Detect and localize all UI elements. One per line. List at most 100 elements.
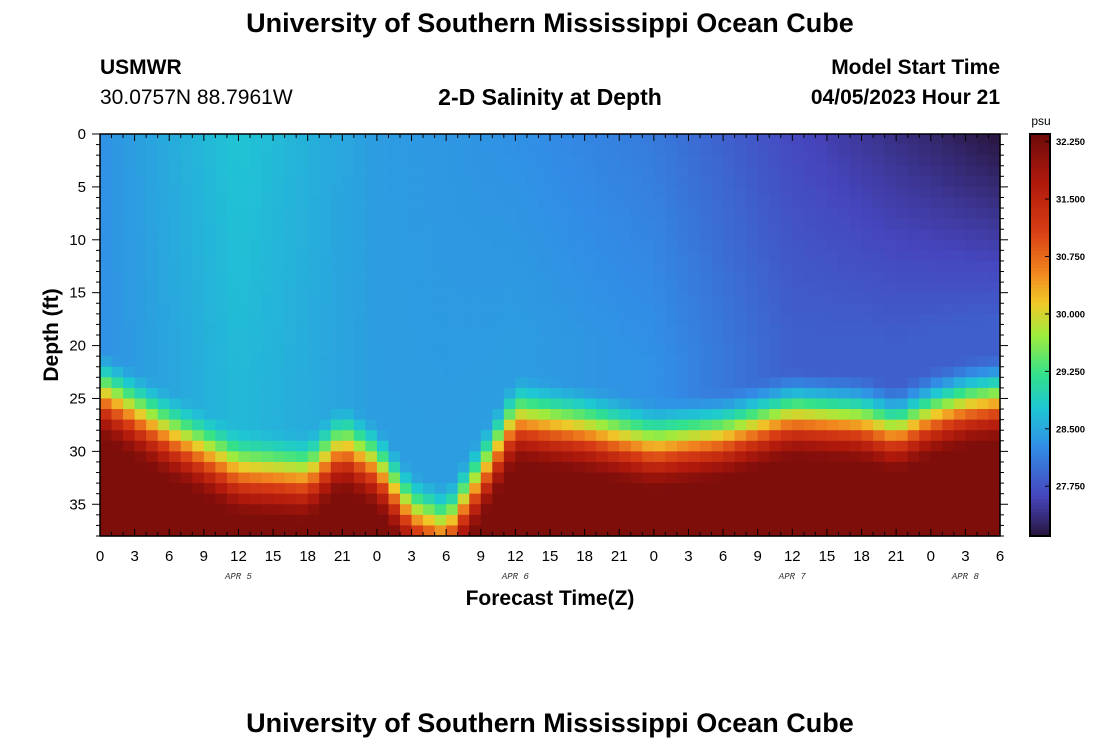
heatmap-cell xyxy=(261,387,274,400)
heatmap-cell xyxy=(630,504,643,516)
heatmap-cell xyxy=(111,419,124,431)
heatmap-cell xyxy=(261,292,274,304)
heatmap-cell xyxy=(134,440,147,452)
heatmap-cell xyxy=(192,451,205,463)
heatmap-cell xyxy=(792,335,805,347)
heatmap-cell xyxy=(446,239,459,251)
heatmap-cell xyxy=(711,461,724,474)
heatmap-cell xyxy=(250,239,263,251)
heatmap-cell xyxy=(515,504,528,516)
heatmap-cell xyxy=(826,335,840,347)
heatmap-cell xyxy=(457,398,470,410)
heatmap-cell xyxy=(146,377,159,389)
heatmap-cell xyxy=(907,165,920,177)
heatmap-cell xyxy=(942,356,955,368)
heatmap-cell xyxy=(192,525,205,537)
heatmap-cell xyxy=(688,134,701,146)
heatmap-cell xyxy=(653,398,666,410)
colorbar-segment xyxy=(1030,509,1050,514)
heatmap-cell xyxy=(607,303,620,315)
heatmap-cell xyxy=(169,387,182,400)
heatmap-cell xyxy=(284,165,297,177)
heatmap-cell xyxy=(873,377,886,389)
heatmap-cell xyxy=(850,144,863,156)
heatmap-cell xyxy=(446,197,459,209)
heatmap-cell xyxy=(192,239,205,251)
heatmap-cell xyxy=(700,409,713,421)
heatmap-cell xyxy=(480,472,493,484)
heatmap-cell xyxy=(884,461,897,474)
heatmap-cell xyxy=(330,271,343,283)
heatmap-cell xyxy=(307,356,320,368)
heatmap-cell xyxy=(226,229,240,241)
heatmap-cell xyxy=(711,250,724,262)
heatmap-cell xyxy=(376,483,390,495)
heatmap-cell xyxy=(896,409,909,421)
heatmap-cell xyxy=(307,218,320,230)
heatmap-cell xyxy=(376,239,390,251)
colorbar-segment xyxy=(1030,398,1050,403)
heatmap-cell xyxy=(642,260,655,273)
heatmap-cell xyxy=(342,356,355,368)
heatmap-cell xyxy=(734,451,747,463)
heatmap-cell xyxy=(503,419,516,431)
heatmap-cell xyxy=(965,514,978,527)
heatmap-cell xyxy=(734,144,747,156)
colorbar-segment xyxy=(1030,462,1050,467)
heatmap-cell xyxy=(826,186,840,199)
heatmap-cell xyxy=(965,356,978,368)
heatmap-cell xyxy=(261,345,274,357)
heatmap-cell xyxy=(596,525,609,537)
heatmap-cell xyxy=(261,377,274,389)
heatmap-cell xyxy=(353,271,366,283)
heatmap-cell xyxy=(423,335,436,347)
heatmap-cell xyxy=(896,292,909,304)
heatmap-cell xyxy=(319,387,332,400)
heatmap-cell xyxy=(515,472,528,484)
heatmap-cell xyxy=(330,208,343,220)
heatmap-cell xyxy=(146,366,159,378)
heatmap-cell xyxy=(376,430,390,442)
heatmap-cell xyxy=(388,335,401,347)
heatmap-cell xyxy=(388,218,401,230)
heatmap-cell xyxy=(550,239,563,251)
heatmap-cell xyxy=(169,419,182,431)
heatmap-cell xyxy=(273,271,286,283)
heatmap-cell xyxy=(723,440,736,452)
heatmap-cell xyxy=(215,324,228,336)
heatmap-cell xyxy=(711,472,724,484)
heatmap-cell xyxy=(526,282,540,294)
heatmap-cell xyxy=(388,292,401,304)
heatmap-cell xyxy=(469,313,482,326)
heatmap-cell xyxy=(584,377,597,389)
heatmap-cell xyxy=(850,430,863,442)
heatmap-cell xyxy=(596,472,609,484)
heatmap-cell xyxy=(573,165,586,177)
heatmap-cell xyxy=(319,144,332,156)
heatmap-cell xyxy=(953,197,966,209)
heatmap-cell xyxy=(561,387,574,400)
heatmap-cell xyxy=(100,409,113,421)
heatmap-cell xyxy=(884,483,897,495)
heatmap-cell xyxy=(803,461,816,474)
heatmap-cell xyxy=(353,324,366,336)
heatmap-cell xyxy=(238,218,251,230)
colorbar-segment xyxy=(1030,321,1050,326)
heatmap-cell xyxy=(642,144,655,156)
heatmap-cell xyxy=(746,525,759,537)
heatmap-cell xyxy=(480,504,493,516)
heatmap-cell xyxy=(134,356,147,368)
heatmap-cell xyxy=(111,430,124,442)
heatmap-cell xyxy=(388,398,401,410)
heatmap-cell xyxy=(884,419,897,431)
heatmap-cell xyxy=(411,313,424,326)
heatmap-cell xyxy=(723,260,736,273)
heatmap-cell xyxy=(446,377,459,389)
colorbar-segment xyxy=(1030,361,1050,366)
heatmap-cell xyxy=(526,504,540,516)
heatmap-cell xyxy=(192,345,205,357)
heatmap-cell xyxy=(492,292,505,304)
heatmap-cell xyxy=(676,229,690,241)
heatmap-cell xyxy=(273,356,286,368)
heatmap-cell xyxy=(261,260,274,273)
